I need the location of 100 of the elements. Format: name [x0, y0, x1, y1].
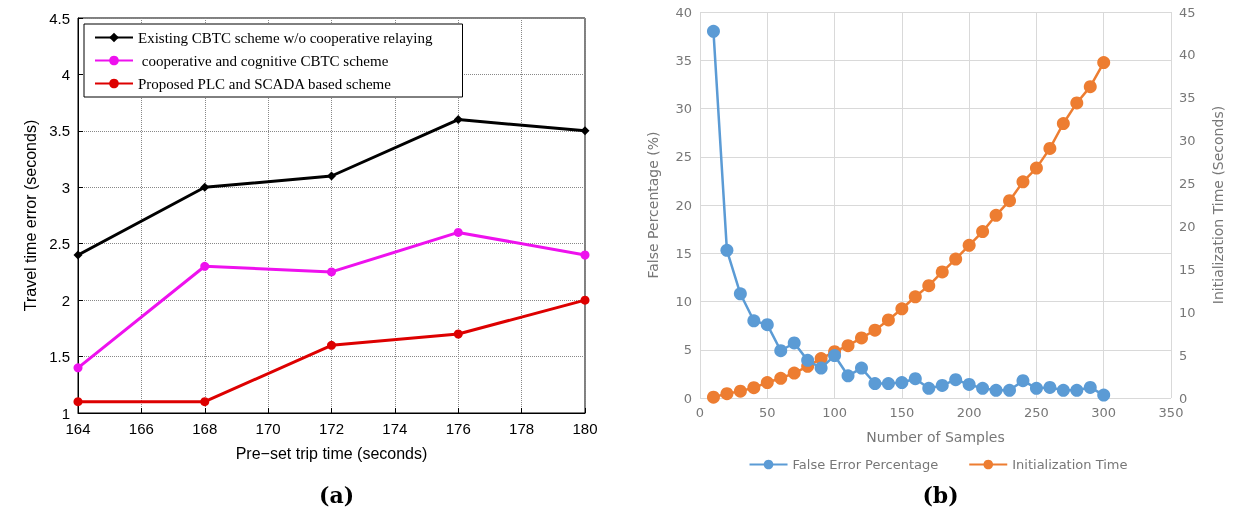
x-tick-label: 170 [255, 420, 281, 437]
y-tick-label: 30 [675, 101, 692, 116]
point [801, 353, 815, 367]
point [895, 302, 909, 316]
point [868, 377, 882, 391]
point [1016, 175, 1030, 189]
x-tick-label: 166 [128, 420, 154, 437]
point [841, 369, 855, 383]
y2-tick-label: 15 [1179, 261, 1196, 277]
point [989, 383, 1003, 397]
y-tick-label: 10 [675, 294, 692, 309]
y-axis-title: Travel time error (seconds) [21, 119, 39, 312]
x-tick-label: 150 [889, 405, 915, 420]
point [908, 290, 922, 304]
point [580, 295, 590, 305]
point [1003, 383, 1017, 397]
point [200, 397, 210, 407]
point [855, 331, 868, 345]
x-tick-label: 0 [695, 405, 705, 420]
y-tick-label: 35 [675, 52, 692, 68]
x-tick-label: 178 [509, 420, 535, 437]
point [935, 265, 949, 279]
y-tick-label: 3 [61, 178, 70, 196]
point [881, 313, 895, 327]
y-tick-label: 4 [61, 65, 70, 83]
point [706, 24, 720, 38]
point [1043, 380, 1057, 394]
point [760, 318, 774, 332]
point [73, 250, 83, 260]
y-tick-label: 2 [61, 291, 70, 309]
y2-tick-label: 30 [1179, 133, 1196, 149]
point [855, 361, 868, 375]
y-axis-title: False Percentage (%) [645, 131, 661, 279]
x-tick-label: 168 [192, 420, 218, 437]
point [200, 182, 210, 192]
x-tick-label: 50 [759, 405, 776, 420]
point [787, 336, 801, 350]
point [747, 314, 761, 328]
point [1029, 161, 1043, 175]
y-tick-label: 2.5 [49, 235, 70, 253]
y-tick-label: 5 [683, 342, 692, 358]
y-tick-label: 3.5 [49, 122, 70, 140]
point [453, 115, 463, 125]
x-axis-title: Number of Samples [866, 429, 1005, 445]
point [935, 378, 949, 392]
text: (b) [922, 482, 959, 508]
y-tick-label: 15 [675, 245, 692, 261]
point [453, 329, 463, 339]
point [989, 208, 1003, 222]
point [580, 250, 590, 260]
x-axis-title: Pre−set trip time (seconds) [235, 444, 428, 462]
point [895, 376, 909, 390]
y2-tick-label: 40 [1179, 47, 1196, 63]
y2-axis-title: Initialization Time (Seconds) [1210, 105, 1226, 305]
x-tick-label: 300 [1091, 405, 1117, 420]
y2-tick-label: 35 [1179, 90, 1196, 106]
point [868, 323, 882, 337]
point [841, 339, 855, 353]
point [720, 387, 734, 401]
legend-label: Initialization Time [1012, 457, 1128, 472]
point [1070, 383, 1084, 397]
point [1097, 56, 1111, 70]
y-tick-label: 1 [61, 404, 70, 422]
x-tick-label: 350 [1158, 405, 1184, 420]
point [1043, 141, 1057, 155]
point [814, 361, 828, 375]
y2-tick-label: 0 [1179, 390, 1188, 406]
point [962, 377, 976, 391]
point [962, 238, 976, 252]
point [580, 126, 590, 136]
point [706, 390, 720, 404]
y2-tick-label: 45 [1179, 4, 1196, 20]
point [1070, 96, 1084, 110]
point [720, 243, 734, 257]
point [922, 279, 936, 293]
legend-label: Proposed PLC and SCADA based scheme [138, 75, 392, 92]
x-tick-label: 180 [572, 420, 598, 437]
x-tick-label: 164 [65, 420, 91, 437]
y2-tick-label: 25 [1179, 176, 1196, 192]
legend-label: False Error Percentage [792, 457, 939, 472]
text: (a) [318, 482, 355, 508]
point [1029, 381, 1043, 395]
point [200, 261, 210, 271]
x-tick-label: 250 [1024, 405, 1049, 420]
y-tick-label: 4.5 [49, 9, 70, 27]
y-tick-label: 40 [675, 4, 692, 20]
point [881, 377, 895, 391]
y-tick-label: 20 [675, 197, 692, 213]
point [327, 171, 336, 181]
point [949, 373, 963, 387]
point [327, 340, 336, 350]
point [327, 267, 336, 277]
legend-label: cooperative and cognitive CBTC scheme [138, 52, 389, 69]
y-tick-label: 0 [683, 390, 692, 406]
point [747, 381, 761, 395]
y-tick-label: 1.5 [49, 348, 70, 366]
point [733, 384, 747, 398]
x-tick-label: 174 [382, 420, 408, 437]
point [976, 225, 990, 239]
point [1056, 117, 1070, 131]
